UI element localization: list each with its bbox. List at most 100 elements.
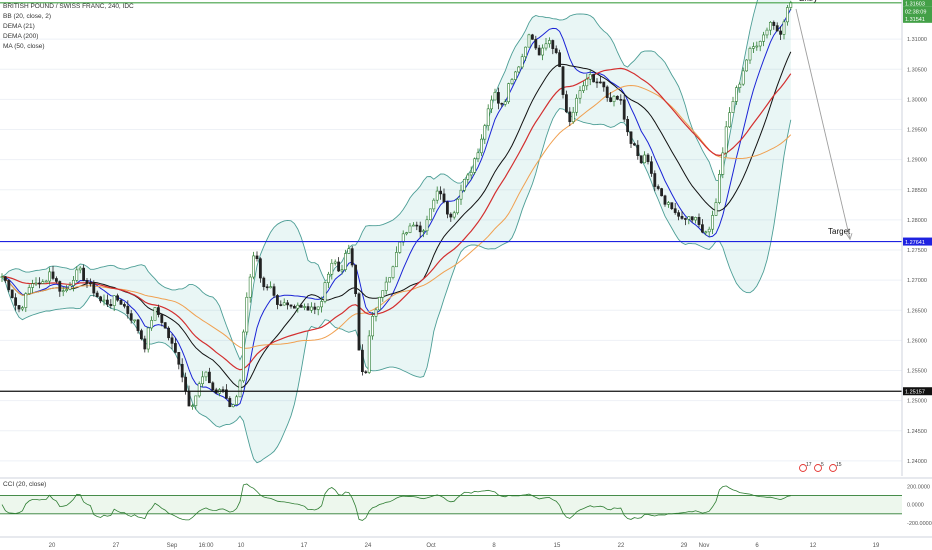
candle-body[interactable] [197,383,201,397]
candle-body[interactable] [666,202,670,205]
candle-body[interactable] [517,66,521,73]
candle-body[interactable] [524,46,528,58]
candle-body[interactable] [622,99,626,120]
candle-body[interactable] [615,95,619,100]
candle-body[interactable] [34,282,38,285]
candle-body[interactable] [252,255,256,278]
legend-ma50[interactable]: MA (50, close) [3,43,45,50]
candle-body[interactable] [37,282,41,285]
legend-dema200[interactable]: DEMA (200) [3,33,39,40]
candle-body[interactable] [670,202,674,209]
candle-body[interactable] [537,47,541,56]
candle-body[interactable] [163,322,167,329]
candle-body[interactable] [146,327,150,350]
candle-body[interactable] [765,29,769,36]
candle-body[interactable] [649,161,653,174]
candle-body[interactable] [653,173,657,187]
candle-body[interactable] [571,111,575,123]
candle-body[interactable] [561,66,565,95]
candle-body[interactable] [592,74,596,83]
candle-body[interactable] [377,297,381,311]
candle-body[interactable] [466,174,470,180]
candle-body[interactable] [595,81,599,84]
candle-body[interactable] [473,158,477,173]
candle-body[interactable] [663,195,667,205]
candle-body[interactable] [160,314,164,323]
candle-body[interactable] [211,382,215,391]
candle-body[interactable] [462,179,466,191]
candle-body[interactable] [762,34,766,42]
candle-body[interactable] [265,286,269,289]
candle-body[interactable] [31,283,35,288]
candle-body[interactable] [469,172,473,176]
candle-body[interactable] [558,52,562,67]
candle-body[interactable] [456,198,460,214]
candle-body[interactable] [479,138,483,154]
candle-body[interactable] [347,248,351,254]
candle-body[interactable] [24,293,28,308]
candle-body[interactable] [112,295,116,306]
cci-legend[interactable]: CCI (20, close) [3,481,47,488]
candle-body[interactable] [262,277,266,288]
candle-body[interactable] [123,304,126,307]
candle-body[interactable] [401,233,405,243]
candle-body[interactable] [751,46,755,49]
candle-body[interactable] [741,70,745,85]
candle-body[interactable] [476,152,480,160]
candle-body[interactable] [734,87,738,102]
candle-body[interactable] [357,293,361,351]
candle-body[interactable] [109,303,113,306]
candle-body[interactable] [126,305,130,314]
candle-body[interactable] [602,81,606,88]
candle-body[interactable] [724,126,728,154]
candle-body[interactable] [248,276,252,298]
candle-body[interactable] [354,264,358,295]
candle-body[interactable] [568,111,572,123]
candle-body[interactable] [75,269,79,281]
candle-body[interactable] [639,155,643,164]
candle-body[interactable] [292,305,296,309]
candle-body[interactable] [490,99,494,110]
candle-body[interactable] [44,280,48,283]
candle-body[interactable] [289,304,293,307]
candle-body[interactable] [269,286,273,289]
candle-body[interactable] [58,281,62,292]
candle-body[interactable] [415,224,419,227]
candle-body[interactable] [27,287,31,294]
candle-body[interactable] [459,189,463,200]
candle-body[interactable] [0,276,4,278]
candle-body[interactable] [612,95,616,102]
candle-body[interactable] [435,190,439,201]
candle-body[interactable] [95,292,99,298]
candle-body[interactable] [581,85,585,91]
candle-body[interactable] [242,331,245,382]
candle-body[interactable] [299,304,303,308]
candle-body[interactable] [534,39,538,49]
candle-body[interactable] [286,302,290,306]
candle-body[interactable] [89,282,92,285]
candle-body[interactable] [221,389,225,391]
candle-body[interactable] [711,215,715,230]
candle-body[interactable] [17,305,21,310]
candle-body[interactable] [694,217,698,221]
candle-body[interactable] [388,277,392,283]
candle-body[interactable] [333,261,337,264]
event-badge[interactable] [829,464,837,472]
candle-body[interactable] [10,289,14,298]
candle-body[interactable] [157,307,160,315]
candle-body[interactable] [61,290,65,293]
candle-body[interactable] [717,174,721,203]
candle-body[interactable] [384,281,388,291]
candle-body[interactable] [398,241,402,253]
candle-body[interactable] [140,330,143,340]
candle-body[interactable] [432,199,436,210]
candle-body[interactable] [367,335,371,373]
candle-body[interactable] [748,48,752,61]
candle-body[interactable] [371,316,375,337]
candle-body[interactable] [408,225,412,233]
candle-body[interactable] [279,304,283,306]
candle-body[interactable] [755,45,759,48]
candle-body[interactable] [728,112,732,128]
candle-body[interactable] [503,101,507,105]
candle-body[interactable] [72,279,75,286]
